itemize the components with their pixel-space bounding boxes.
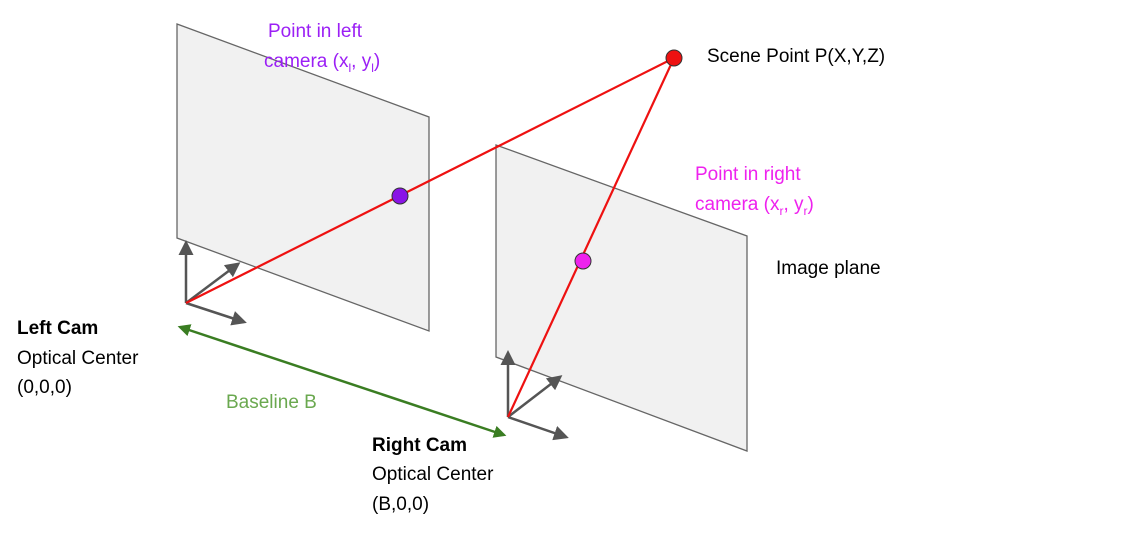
baseline-label: Baseline B [226,392,317,413]
left-cam-coordinates: (0,0,0) [17,377,72,398]
right-camera-axes [500,350,569,441]
right-cam-coordinates: (B,0,0) [372,494,429,515]
scene-point [665,49,683,67]
right-point-label-line1: Point in right [695,164,801,185]
baseline-arrow [177,324,507,438]
right-image-plane [495,144,748,452]
image-plane-label: Image plane [776,258,881,279]
left-point-label-line2: camera (xl, yl) [264,51,380,75]
left-cam-optical-center: Optical Center [17,348,139,369]
left-ray [185,57,675,304]
right-cam-title: Right Cam [372,435,467,456]
left-point-label-line1: Point in left [268,21,363,42]
scene-point-label: Scene Point P(X,Y,Z) [707,46,885,67]
right-ray [507,57,675,418]
left-cam-title: Left Cam [17,318,98,339]
right-cam-optical-center: Optical Center [372,464,494,485]
right-point-label-line2: camera (xr, yr) [695,194,814,218]
right-image-point [574,252,592,270]
left-camera-axes [178,240,247,326]
left-image-point [391,187,409,205]
